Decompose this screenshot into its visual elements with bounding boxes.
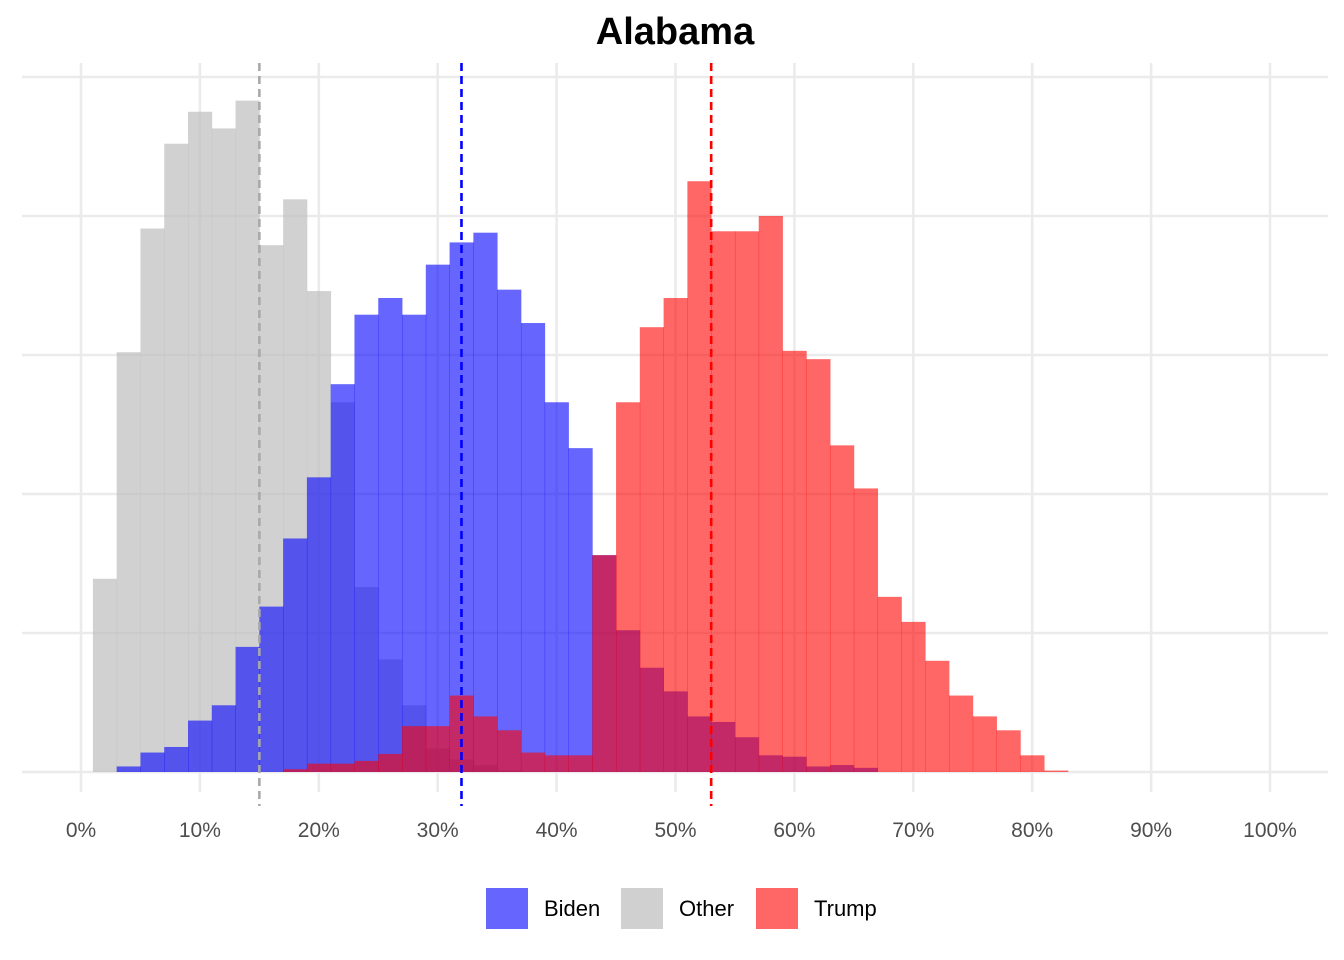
other-bar — [188, 111, 213, 772]
biden-legend-key — [486, 888, 528, 929]
trump-legend-key — [756, 888, 798, 929]
trump-bar — [283, 769, 308, 772]
trump-bar — [853, 488, 879, 772]
trump-bar — [1020, 755, 1045, 772]
median-lines — [258, 63, 713, 806]
trump-bar — [402, 726, 427, 772]
other-legend-label: Other — [679, 896, 734, 921]
biden-bar — [330, 384, 355, 772]
biden-bar — [425, 264, 450, 772]
x-tick-label: 30% — [417, 819, 459, 842]
other-bar — [211, 128, 236, 772]
trump-bar — [1044, 770, 1069, 772]
x-axis-ticks: 0% 10% 20% 30% 40% 50% 60% 70% 80% 90% 100% — [66, 819, 1297, 842]
trump-bar — [378, 753, 403, 772]
trump-bar — [782, 350, 807, 772]
trump-bar — [306, 763, 332, 772]
biden-bar — [140, 752, 165, 772]
x-tick-label: 100% — [1243, 819, 1297, 842]
biden-bar — [544, 402, 569, 772]
trump-bar — [425, 726, 450, 772]
biden-bar — [378, 298, 403, 772]
x-tick-label: 20% — [298, 819, 340, 842]
trump-bar — [901, 621, 926, 772]
biden-bar — [497, 289, 522, 772]
biden-bar — [259, 606, 284, 772]
other-bar — [92, 578, 118, 772]
biden-bar — [354, 314, 379, 772]
trump-bar — [687, 181, 712, 772]
trump-bar — [877, 596, 902, 772]
biden-bar — [164, 746, 189, 772]
trump-bar — [568, 755, 593, 772]
x-tick-label: 10% — [179, 819, 221, 842]
biden-bar — [188, 720, 213, 772]
trump-bar — [592, 555, 617, 772]
biden-bar — [235, 646, 260, 772]
other-bar — [164, 143, 189, 773]
trump-bar — [497, 730, 522, 772]
biden-bar — [520, 323, 546, 772]
chart-title: Alabama — [596, 11, 755, 53]
biden-bar — [402, 314, 427, 772]
biden-bar — [283, 538, 308, 772]
legend: Biden Other Trump — [486, 888, 877, 929]
trump-bar — [663, 298, 688, 772]
trump-bar — [616, 402, 641, 772]
x-tick-label: 40% — [536, 819, 578, 842]
trump-bar — [544, 755, 569, 772]
other-bar — [116, 352, 141, 772]
trump-bar — [473, 716, 498, 772]
trump-bar — [758, 216, 783, 772]
trump-bar — [925, 660, 950, 772]
biden-bar — [568, 448, 593, 772]
trump-bar — [830, 445, 855, 772]
biden-bar — [473, 232, 498, 772]
x-tick-label: 90% — [1130, 819, 1172, 842]
x-tick-label: 60% — [773, 819, 815, 842]
trump-bar — [330, 763, 355, 772]
trump-bar — [520, 752, 546, 772]
other-legend-key — [621, 888, 663, 929]
other-bar — [140, 228, 165, 772]
trump-bar — [639, 327, 665, 772]
biden-legend-label: Biden — [544, 896, 600, 921]
biden-bar — [116, 766, 141, 772]
trump-bar — [734, 231, 760, 773]
trump-bar — [806, 359, 831, 772]
trump-bar — [711, 231, 736, 773]
biden-bar — [211, 705, 236, 772]
trump-bar — [354, 760, 379, 772]
trump-bar — [972, 716, 997, 772]
trump-histogram — [283, 181, 1069, 773]
biden-bar — [306, 477, 332, 772]
x-tick-label: 50% — [654, 819, 696, 842]
x-tick-label: 80% — [1011, 819, 1053, 842]
x-tick-label: 70% — [892, 819, 934, 842]
trump-bar — [948, 695, 974, 772]
x-tick-label: 0% — [66, 819, 96, 842]
trump-bar — [996, 730, 1021, 772]
trump-legend-label: Trump — [814, 896, 877, 921]
